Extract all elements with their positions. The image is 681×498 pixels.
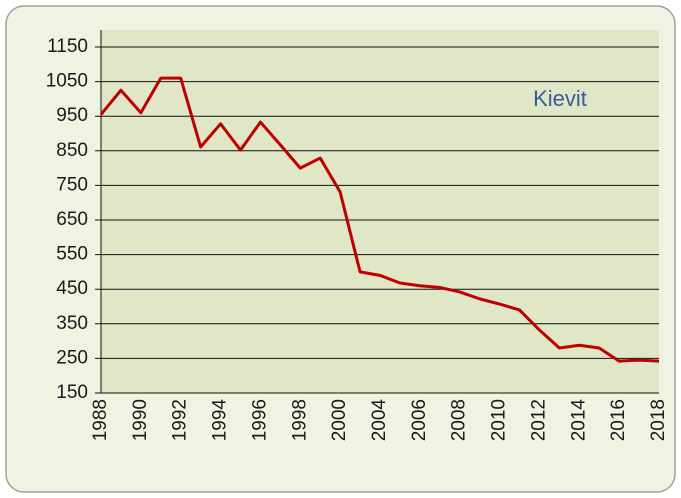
x-tick-label: 2006 — [409, 399, 430, 441]
x-tick-label: 2016 — [608, 399, 629, 441]
x-tick-label: 2004 — [369, 399, 390, 442]
x-tick-label: 1996 — [249, 399, 270, 441]
x-tick-label: 2010 — [489, 399, 510, 441]
x-tick-label: 2008 — [449, 399, 470, 441]
plot-area — [101, 30, 659, 393]
y-tick-label: 1150 — [47, 36, 88, 57]
y-tick-label: 950 — [56, 105, 88, 126]
y-tick-label: 150 — [56, 382, 88, 403]
y-tick-label: 650 — [56, 209, 88, 230]
x-tick-label: 1990 — [130, 399, 151, 441]
series-line — [99, 76, 660, 363]
x-tick-label: 2000 — [329, 399, 350, 441]
y-tick-label: 1050 — [46, 71, 88, 92]
x-tick-label: 2018 — [648, 399, 669, 441]
y-tick-label: 350 — [56, 313, 88, 334]
y-tick-label: 850 — [56, 140, 88, 161]
y-tick-label: 250 — [56, 347, 88, 368]
x-tick-label: 1998 — [289, 399, 310, 441]
series-label: Kievit — [533, 86, 587, 111]
y-tick-label: 450 — [56, 278, 88, 299]
x-tick-label: 2014 — [568, 399, 589, 442]
y-tick-label: 750 — [56, 174, 88, 195]
x-tick-label: 1992 — [170, 399, 191, 441]
x-tick-label: 1994 — [210, 399, 231, 442]
x-tick-label: 1988 — [90, 399, 111, 441]
y-tick-label: 550 — [56, 244, 88, 265]
x-tick-label: 2012 — [528, 399, 549, 441]
